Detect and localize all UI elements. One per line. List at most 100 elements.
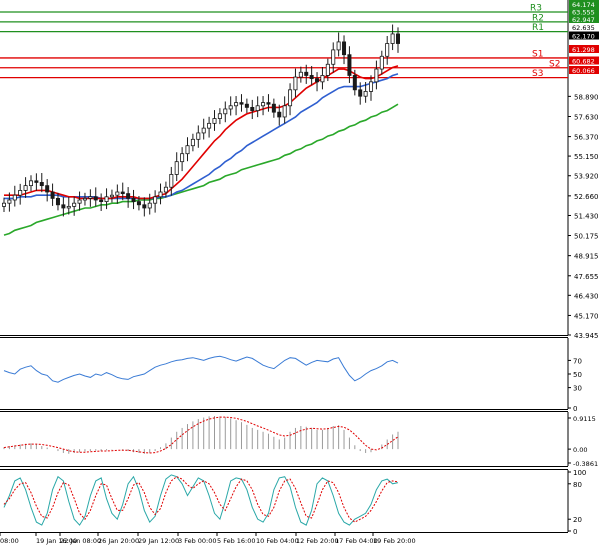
time-tick-label: 17 Feb 04:00 bbox=[335, 537, 378, 545]
level-label-r2: R2 bbox=[532, 13, 544, 23]
candle-body bbox=[277, 111, 282, 118]
price-tick-label: 43.945 bbox=[574, 332, 599, 340]
moving-averages bbox=[3, 65, 399, 236]
price-tick-label: 46.430 bbox=[574, 292, 599, 300]
stoch-tick-label: 20 bbox=[573, 516, 582, 524]
candle-body bbox=[45, 185, 50, 193]
candle-body bbox=[153, 196, 158, 204]
candle-body bbox=[2, 202, 7, 207]
candles bbox=[2, 24, 400, 217]
candle-body bbox=[320, 75, 325, 83]
candle-body bbox=[34, 180, 39, 183]
candle-body bbox=[250, 106, 255, 111]
candle-body bbox=[363, 91, 368, 97]
candle-body bbox=[66, 205, 71, 209]
price-tick-label: 56.370 bbox=[574, 134, 599, 142]
candle-body bbox=[136, 201, 141, 206]
price-tick-label: 53.920 bbox=[574, 173, 599, 181]
price-tick-label: 55.150 bbox=[574, 153, 599, 161]
candle-body bbox=[212, 118, 217, 124]
candle-body bbox=[7, 199, 12, 204]
macd-tick-label: -0.3861 bbox=[573, 460, 598, 468]
candle-body bbox=[395, 33, 400, 44]
level-label-s2: S2 bbox=[549, 59, 560, 69]
rsi-tick-label: 50 bbox=[573, 371, 582, 379]
candle-body bbox=[99, 199, 104, 202]
price-tick-label: 45.170 bbox=[574, 312, 599, 320]
time-tick-label: 12 Feb 20:00 bbox=[296, 537, 339, 545]
candle-body bbox=[50, 191, 55, 199]
rsi-tick-label: 0 bbox=[573, 405, 577, 413]
stochastic-panel bbox=[0, 469, 569, 533]
candle-body bbox=[358, 89, 363, 97]
time-tick-label: 26 Jan 20:00 bbox=[98, 537, 139, 545]
candle-body bbox=[196, 132, 201, 140]
time-tick-label: 22 Jan 08:00 bbox=[60, 537, 101, 545]
candle-body bbox=[336, 41, 341, 51]
candle-body bbox=[72, 202, 77, 207]
price-tag bbox=[569, 45, 599, 53]
candle-body bbox=[293, 76, 298, 91]
candle-body bbox=[169, 174, 174, 188]
candle-body bbox=[131, 197, 136, 202]
sma-green-line bbox=[3, 103, 399, 236]
price-tag bbox=[569, 0, 599, 8]
price-tick-label: 57.630 bbox=[574, 113, 599, 121]
candle-body bbox=[369, 81, 374, 92]
time-tick-label: 19 Feb 20:00 bbox=[373, 537, 416, 545]
stoch-tick-label: 100 bbox=[573, 469, 586, 477]
time-tick-label: 10 Feb 04:00 bbox=[256, 537, 299, 545]
candle-body bbox=[255, 105, 260, 111]
price-tag bbox=[569, 66, 599, 74]
price-tag bbox=[569, 31, 599, 40]
price-panel bbox=[0, 0, 569, 336]
candle-body bbox=[142, 204, 147, 209]
candle-body bbox=[23, 185, 28, 191]
level-label-s3: S3 bbox=[532, 69, 543, 79]
candle-body bbox=[239, 102, 244, 105]
candle-body bbox=[104, 196, 109, 202]
stoch-d-line bbox=[3, 476, 399, 523]
time-tick-label: 5 Feb 16:00 bbox=[217, 537, 256, 545]
price-tick-label: 50.175 bbox=[574, 233, 599, 241]
price-tag-label: 62.635 bbox=[572, 24, 595, 32]
price-tag-label: 62.947 bbox=[572, 16, 595, 24]
candle-body bbox=[304, 71, 309, 76]
candle-body bbox=[347, 54, 352, 76]
macd-panel bbox=[0, 411, 569, 467]
candle-body bbox=[261, 102, 266, 107]
candle-body bbox=[120, 191, 125, 195]
rsi-tick-label: 70 bbox=[573, 357, 582, 365]
candle-body bbox=[266, 102, 271, 105]
candle-body bbox=[342, 41, 347, 56]
macd-tick-label: 0.00 bbox=[573, 446, 587, 454]
candle-body bbox=[55, 197, 60, 206]
candle-body bbox=[271, 103, 276, 113]
candle-body bbox=[325, 63, 330, 76]
candle-body bbox=[82, 197, 87, 201]
candle-body bbox=[115, 191, 120, 196]
sma-blue-line bbox=[4, 73, 399, 200]
price-tag-label: 64.174 bbox=[572, 1, 595, 9]
candle-body bbox=[234, 102, 239, 107]
rsi-panel bbox=[0, 337, 569, 410]
stoch-tick-label: 0 bbox=[573, 528, 577, 536]
macd-signal-line bbox=[3, 416, 399, 454]
candle-body bbox=[390, 33, 395, 44]
candle-body bbox=[12, 194, 17, 201]
stochastic-series: 100 80 20 0 bbox=[3, 469, 586, 536]
level-label-r1: R1 bbox=[532, 23, 544, 33]
time-tick-label: 3 Feb 00:00 bbox=[178, 537, 217, 545]
stoch-tick-label: 80 bbox=[573, 481, 582, 489]
candle-body bbox=[379, 55, 384, 70]
time-tick-label: 19 Jan 16:00 bbox=[36, 537, 77, 545]
level-label-s1: S1 bbox=[532, 49, 543, 59]
price-tick-label: 52.660 bbox=[574, 193, 599, 201]
candle-body bbox=[298, 71, 303, 78]
candle-body bbox=[385, 43, 390, 57]
macd-series: 0.9115 0.00 -0.3861 bbox=[3, 415, 598, 468]
candle-body bbox=[174, 161, 179, 175]
